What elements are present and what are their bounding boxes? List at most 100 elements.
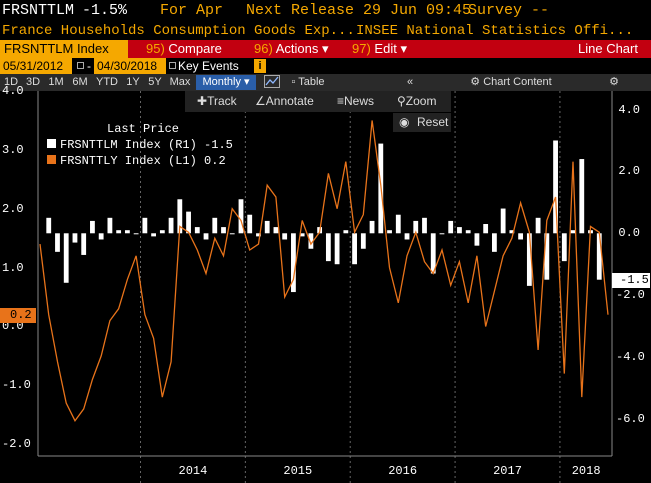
frequency-select[interactable]: Monthly ▾ (196, 75, 256, 90)
x-tick-label: 2017 (493, 464, 522, 478)
edit-num: 97) (352, 41, 371, 56)
chart-content-button[interactable]: ⚙ Chart Content (466, 75, 556, 90)
legend-s1-axis: (R1) (168, 138, 197, 152)
legend-s1-name: FRSNTTLM Index (60, 138, 161, 152)
bar (273, 227, 279, 234)
bar (151, 233, 157, 237)
index-field[interactable]: FRSNTTLM Index (0, 40, 128, 58)
right-tick-label: 4.0 (616, 102, 641, 117)
chart-style-icon[interactable] (262, 75, 282, 90)
period-1y[interactable]: 1Y (126, 76, 140, 88)
bar (491, 233, 497, 252)
bar-series (46, 140, 602, 293)
x-tick-label: 2015 (283, 464, 312, 478)
actions-label: Actions (275, 41, 319, 56)
table-button[interactable]: ▫ Table (286, 75, 330, 90)
track-label: Track (207, 94, 237, 108)
bar (509, 230, 515, 234)
bar (194, 227, 200, 234)
reset-button[interactable]: ◉ Reset (393, 113, 451, 132)
left-tick-label: 4.0 (2, 84, 24, 98)
bar (256, 233, 261, 237)
annotate-tool[interactable]: ∠ Annotate (255, 91, 314, 112)
period-3d[interactable]: 3D (25, 76, 41, 88)
compare-label: Compare (168, 41, 222, 56)
collapse-icon[interactable]: « (406, 76, 414, 88)
right-tick-label: -4.0 (616, 350, 645, 365)
chart: 2014 2015 2016 2017 2018 (37, 91, 613, 483)
legend-series-1: FRSNTTLM Index (R1) -1.5 (47, 137, 233, 153)
legend-s2-value: 0.2 (204, 154, 226, 168)
bar (55, 233, 60, 252)
period-ytd[interactable]: YTD (96, 76, 118, 88)
right-axis-value-label: -1.5 (612, 272, 650, 288)
right-tick-label: -6.0 (616, 411, 645, 426)
period-1d[interactable]: 1D (3, 76, 19, 88)
bar (413, 220, 419, 234)
bar (518, 233, 524, 240)
calendar-icon[interactable] (169, 62, 176, 69)
bar (159, 230, 165, 234)
left-tick-label: 3.0 (2, 142, 24, 157)
bar (107, 217, 113, 234)
period-1m[interactable]: 1M (48, 76, 64, 88)
bar (352, 233, 357, 265)
key-events-label[interactable]: Key Events (178, 59, 239, 73)
bar (90, 220, 95, 234)
caret-down-icon: ▾ (400, 41, 407, 56)
left-tick-label: 2.0 (2, 201, 24, 216)
bar (500, 208, 506, 234)
bar (422, 217, 427, 234)
bar (229, 233, 235, 235)
right-tick-label: -2.0 (616, 288, 645, 303)
survey: Survey -- (468, 2, 550, 19)
bar (465, 230, 471, 234)
bar (579, 159, 585, 234)
compare-num: 95) (146, 41, 165, 56)
period-6m[interactable]: 6M (72, 76, 88, 88)
end-date-field[interactable]: 04/30/2018 (94, 58, 166, 74)
edit-label: Edit (374, 41, 397, 56)
bar (168, 217, 174, 234)
bar (63, 233, 69, 283)
bar (308, 233, 314, 249)
gear-icon: ⚙ (470, 76, 481, 88)
bar (203, 233, 209, 240)
edit-menu[interactable]: 97) Edit ▾ (348, 40, 411, 58)
settings-gear-icon[interactable]: ⚙ (609, 76, 619, 88)
calendar-icon[interactable] (77, 62, 84, 69)
source: INSEE National Statistics Offi... (356, 23, 634, 39)
actions-menu[interactable]: 96) Actions ▾ (250, 40, 333, 58)
zoom-tool[interactable]: ⚲ Zoom (397, 91, 436, 112)
bar (81, 233, 87, 255)
bar (133, 233, 139, 235)
bar (457, 227, 462, 234)
legend: Last Price FRSNTTLM Index (R1) -1.5 FRSN… (47, 121, 233, 169)
period-5y[interactable]: 5Y (148, 76, 162, 88)
bar (221, 227, 226, 234)
track-tool[interactable]: ✚ Track (197, 91, 237, 112)
menu-bar: FRSNTTLM Index 95) Compare 96) Actions ▾… (0, 40, 651, 58)
legend-series-2: FRSNTTLY Index (L1) 0.2 (47, 153, 233, 169)
info-icon[interactable]: i (254, 59, 266, 73)
compare-menu[interactable]: 95) Compare (142, 40, 226, 58)
bar (247, 214, 253, 234)
bar (116, 230, 122, 234)
news-tool[interactable]: ≡ News (337, 91, 374, 112)
line-series (39, 120, 609, 422)
chart-type[interactable]: Line Chart (578, 41, 638, 56)
security-description: France Households Consumption Goods Exp.… (0, 22, 651, 40)
grid (139, 91, 561, 483)
description: France Households Consumption Goods Exp.… (2, 23, 355, 39)
bar (291, 233, 296, 293)
right-tick-label: 2.0 (616, 164, 641, 179)
zoom-label: Zoom (405, 94, 437, 108)
swatch-orange (47, 155, 56, 164)
actions-num: 96) (254, 41, 273, 56)
x-tick-label: 2018 (572, 464, 601, 478)
right-tick-label: 0.0 (616, 226, 641, 241)
start-date-field[interactable]: 05/31/2012 (0, 58, 72, 74)
period-label: For Apr (160, 2, 224, 19)
bar (186, 211, 191, 234)
period-max[interactable]: Max (169, 76, 191, 88)
